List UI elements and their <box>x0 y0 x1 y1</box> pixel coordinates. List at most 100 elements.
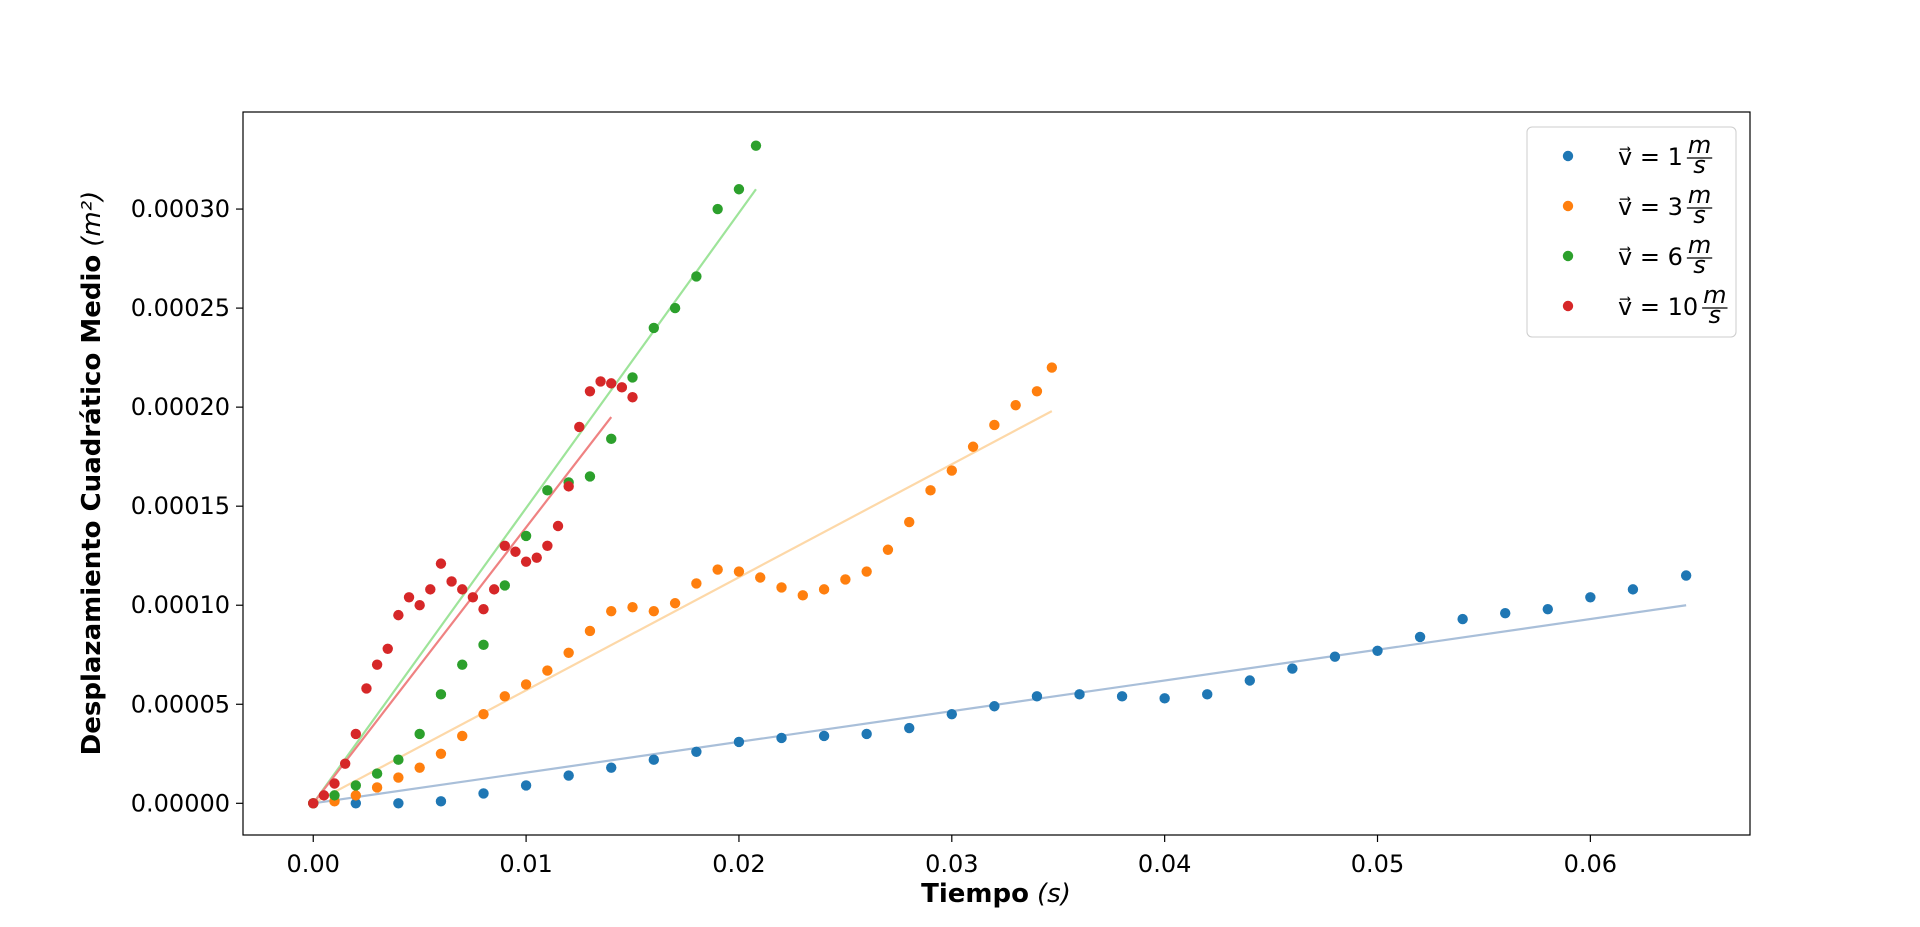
data-point <box>734 737 744 747</box>
data-point <box>1543 604 1553 614</box>
data-point <box>649 606 659 616</box>
legend-unit-denominator: s <box>1709 301 1722 329</box>
data-point <box>712 204 722 214</box>
data-point <box>670 303 680 313</box>
data-point <box>585 471 595 481</box>
data-point <box>585 386 595 396</box>
data-point <box>819 731 829 741</box>
fit-line-series-1 <box>313 605 1686 803</box>
data-point <box>1372 646 1382 656</box>
data-point <box>649 323 659 333</box>
data-point <box>1457 614 1467 624</box>
y-tick-label: 0.00000 <box>131 789 230 817</box>
data-point <box>925 485 935 495</box>
data-point <box>351 780 361 790</box>
data-point <box>308 798 318 808</box>
data-point <box>436 558 446 568</box>
data-point <box>947 465 957 475</box>
data-point <box>489 584 499 594</box>
data-point <box>776 733 786 743</box>
data-point <box>510 547 520 557</box>
data-point <box>1159 693 1169 703</box>
data-point <box>446 576 456 586</box>
data-point <box>361 683 371 693</box>
data-point <box>712 564 722 574</box>
y-tick-label: 0.00010 <box>131 591 230 619</box>
data-point <box>521 780 531 790</box>
y-axis-ticks: 0.000000.000050.000100.000150.000200.000… <box>131 195 243 817</box>
data-point <box>457 584 467 594</box>
data-point <box>404 592 414 602</box>
data-point <box>861 566 871 576</box>
legend-marker-series-1 <box>1563 151 1573 161</box>
data-point <box>606 434 616 444</box>
x-axis-label: Tiempo(s) <box>921 879 1071 909</box>
data-point <box>617 382 627 392</box>
fit-line-series-3 <box>313 189 756 803</box>
data-point <box>819 584 829 594</box>
data-point <box>1330 652 1340 662</box>
data-point <box>457 731 467 741</box>
x-axis-title: Tiempo <box>921 879 1029 909</box>
data-point <box>627 392 637 402</box>
data-point <box>606 606 616 616</box>
data-point <box>1415 632 1425 642</box>
data-point <box>457 659 467 669</box>
data-point <box>691 747 701 757</box>
data-point <box>563 648 573 658</box>
series-2-points <box>308 362 1057 808</box>
data-point <box>1117 691 1127 701</box>
data-point <box>751 140 761 150</box>
data-point <box>1047 362 1057 372</box>
data-point <box>500 580 510 590</box>
data-point <box>606 378 616 388</box>
data-point <box>798 590 808 600</box>
data-point <box>989 701 999 711</box>
x-tick-label: 0.05 <box>1351 850 1404 878</box>
data-point <box>883 545 893 555</box>
data-point <box>606 762 616 772</box>
data-point <box>329 778 339 788</box>
legend-unit-denominator: s <box>1693 201 1706 229</box>
data-point <box>542 541 552 551</box>
data-point <box>1500 608 1510 618</box>
data-point <box>372 659 382 669</box>
data-point <box>574 422 584 432</box>
y-tick-label: 0.00025 <box>131 294 230 322</box>
data-point <box>755 572 765 582</box>
y-axis-title: Desplazamiento Cuadrático Medio <box>77 255 107 756</box>
x-tick-label: 0.04 <box>1138 850 1191 878</box>
data-point <box>1202 689 1212 699</box>
legend-marker-series-4 <box>1563 301 1573 311</box>
x-tick-label: 0.06 <box>1564 850 1617 878</box>
data-point <box>563 481 573 491</box>
data-point <box>478 640 488 650</box>
legend-label-series-3: v⃗ = 6 <box>1618 243 1683 271</box>
data-point <box>904 723 914 733</box>
data-point <box>553 521 563 531</box>
x-axis-ticks: 0.000.010.020.030.040.050.06 <box>287 835 1618 878</box>
legend-label-series-4: v⃗ = 10 <box>1618 293 1698 321</box>
series-3-points <box>308 140 761 808</box>
data-point <box>1010 400 1020 410</box>
data-point <box>585 626 595 636</box>
data-point <box>1628 584 1638 594</box>
data-point <box>840 574 850 584</box>
legend-marker-series-2 <box>1563 201 1573 211</box>
y-tick-label: 0.00030 <box>131 195 230 223</box>
data-point <box>521 531 531 541</box>
data-point <box>500 541 510 551</box>
data-points <box>308 140 1691 808</box>
fit-lines <box>313 189 1686 803</box>
data-point <box>414 600 424 610</box>
data-point <box>542 485 552 495</box>
series-1-points <box>308 570 1691 808</box>
data-point <box>329 790 339 800</box>
data-point <box>1681 570 1691 580</box>
data-point <box>1074 689 1084 699</box>
legend-marker-series-3 <box>1563 251 1573 261</box>
y-axis-unit: (m²) <box>77 191 107 247</box>
data-point <box>340 758 350 768</box>
data-point <box>1245 675 1255 685</box>
